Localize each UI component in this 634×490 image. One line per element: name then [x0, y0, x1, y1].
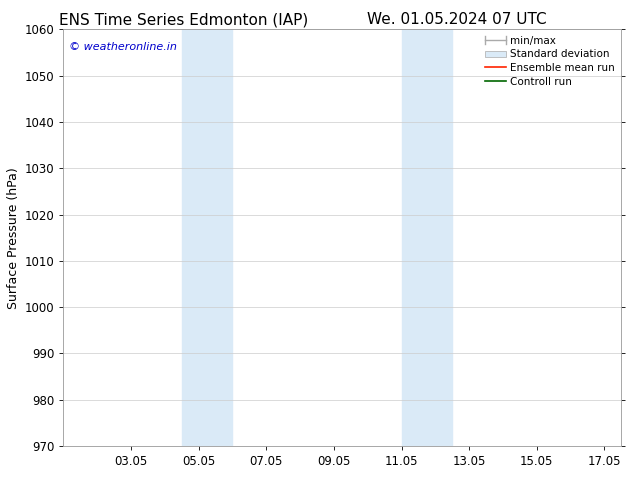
Legend: min/max, Standard deviation, Ensemble mean run, Controll run: min/max, Standard deviation, Ensemble me…	[481, 31, 619, 91]
Bar	[182, 29, 233, 446]
Text: We. 01.05.2024 07 UTC: We. 01.05.2024 07 UTC	[366, 12, 547, 27]
Bar	[401, 29, 452, 446]
Y-axis label: Surface Pressure (hPa): Surface Pressure (hPa)	[8, 167, 20, 309]
Text: © weatheronline.in: © weatheronline.in	[69, 42, 177, 52]
Text: ENS Time Series Edmonton (IAP): ENS Time Series Edmonton (IAP)	[59, 12, 309, 27]
